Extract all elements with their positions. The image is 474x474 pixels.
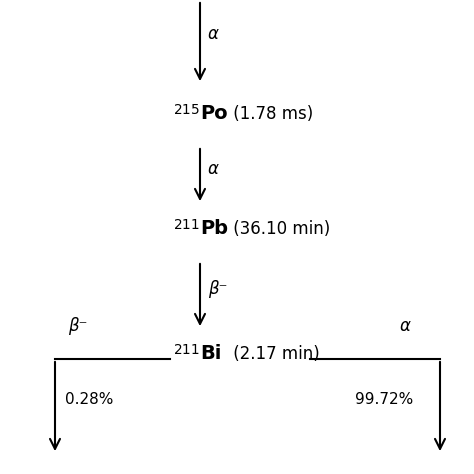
Text: Pb: Pb [200,219,228,238]
Text: Bi: Bi [200,344,221,363]
Text: α: α [208,160,219,178]
Text: 99.72%: 99.72% [355,392,413,407]
Text: β⁻: β⁻ [208,280,228,298]
Text: 0.28%: 0.28% [65,392,113,407]
Text: α: α [208,25,219,43]
Text: α: α [400,317,411,335]
Text: β⁻: β⁻ [68,317,87,335]
Text: $^{215}$: $^{215}$ [173,104,200,123]
Text: (36.10 min): (36.10 min) [228,220,330,238]
Text: $^{211}$: $^{211}$ [173,344,200,363]
Text: (2.17 min): (2.17 min) [228,345,320,363]
Text: $^{211}$: $^{211}$ [173,219,200,238]
Text: (1.78 ms): (1.78 ms) [228,105,313,123]
Text: Po: Po [200,104,228,123]
